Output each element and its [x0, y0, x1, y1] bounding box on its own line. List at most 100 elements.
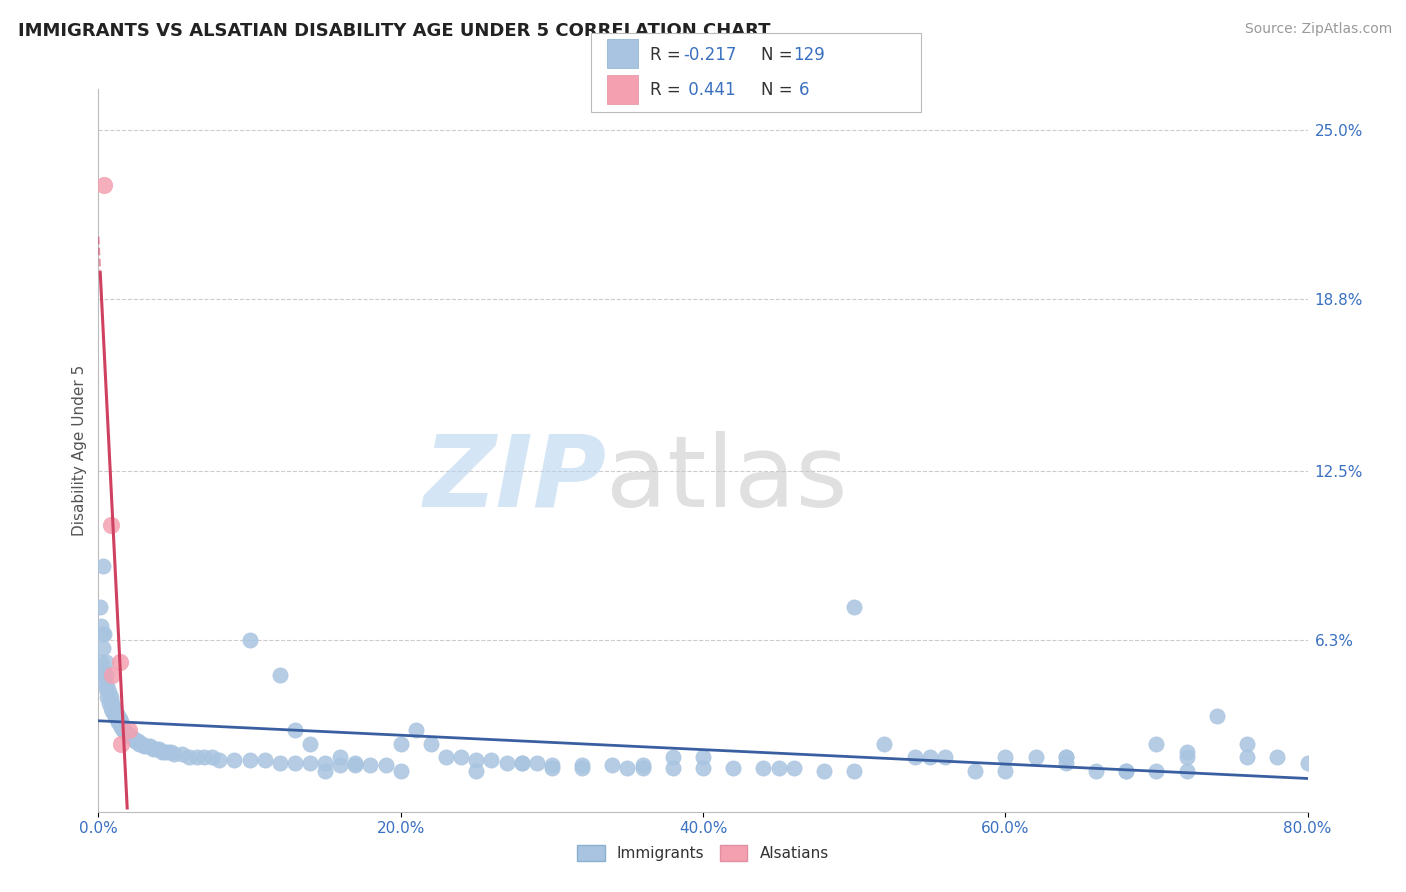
Point — [813, 764, 835, 778]
Point — [1085, 764, 1108, 778]
Point — [105, 712, 128, 726]
Point — [631, 761, 654, 775]
Point — [420, 737, 443, 751]
Point — [107, 714, 129, 729]
Point — [1175, 745, 1198, 759]
Point — [299, 756, 322, 770]
Point — [93, 178, 115, 192]
Point — [170, 747, 193, 762]
Y-axis label: Disability Age Under 5: Disability Age Under 5 — [72, 365, 87, 536]
Point — [994, 750, 1017, 764]
Point — [1175, 764, 1198, 778]
Point — [201, 750, 224, 764]
Point — [100, 690, 122, 705]
Point — [118, 728, 141, 742]
Point — [329, 750, 352, 764]
Point — [616, 761, 638, 775]
Point — [128, 737, 150, 751]
Point — [239, 632, 262, 647]
Point — [224, 753, 246, 767]
Point — [844, 764, 866, 778]
Point — [1054, 756, 1077, 770]
Point — [150, 745, 173, 759]
Point — [103, 706, 125, 721]
Point — [156, 745, 179, 759]
Point — [934, 750, 956, 764]
Point — [115, 725, 138, 739]
Point — [631, 758, 654, 772]
Point — [450, 750, 472, 764]
Text: -0.217: -0.217 — [683, 46, 737, 64]
Point — [360, 758, 382, 772]
Point — [142, 742, 165, 756]
Point — [112, 723, 135, 737]
Point — [269, 756, 291, 770]
Point — [1115, 764, 1137, 778]
Point — [122, 731, 145, 745]
Point — [329, 758, 352, 772]
Point — [374, 758, 396, 772]
Point — [93, 673, 115, 688]
Point — [179, 750, 201, 764]
Point — [107, 709, 129, 723]
Text: 6: 6 — [799, 81, 808, 99]
Point — [193, 750, 215, 764]
Point — [101, 696, 124, 710]
Point — [602, 758, 624, 772]
Point — [540, 761, 562, 775]
Point — [104, 709, 127, 723]
Point — [284, 723, 307, 737]
Point — [1054, 750, 1077, 764]
Point — [94, 668, 117, 682]
Point — [100, 518, 122, 533]
Point — [314, 764, 336, 778]
Point — [93, 663, 115, 677]
Point — [465, 764, 488, 778]
Point — [389, 737, 412, 751]
Point — [132, 739, 155, 754]
Point — [90, 619, 112, 633]
Point — [661, 761, 683, 775]
Point — [98, 696, 121, 710]
Point — [1236, 750, 1258, 764]
Point — [108, 717, 131, 731]
Point — [284, 756, 307, 770]
Point — [1175, 750, 1198, 764]
Point — [153, 745, 176, 759]
Point — [135, 739, 157, 754]
Point — [160, 745, 183, 759]
Text: 0.441: 0.441 — [683, 81, 735, 99]
Point — [465, 753, 488, 767]
Point — [481, 753, 503, 767]
Point — [344, 758, 367, 772]
Point — [98, 685, 121, 699]
Text: atlas: atlas — [606, 431, 848, 528]
Point — [904, 750, 927, 764]
Legend: Immigrants, Alsatians: Immigrants, Alsatians — [569, 838, 837, 869]
Point — [1054, 750, 1077, 764]
Point — [540, 758, 562, 772]
Text: R =: R = — [650, 81, 686, 99]
Point — [110, 720, 132, 734]
Point — [299, 737, 322, 751]
Point — [89, 600, 111, 615]
Text: IMMIGRANTS VS ALSATIAN DISABILITY AGE UNDER 5 CORRELATION CHART: IMMIGRANTS VS ALSATIAN DISABILITY AGE UN… — [18, 22, 770, 40]
Point — [148, 742, 170, 756]
Point — [93, 627, 115, 641]
Point — [571, 761, 593, 775]
Point — [120, 728, 142, 742]
Point — [783, 761, 806, 775]
Point — [96, 690, 118, 705]
Point — [105, 706, 128, 721]
Point — [918, 750, 941, 764]
Text: ZIP: ZIP — [423, 431, 606, 528]
Point — [90, 655, 112, 669]
Point — [100, 701, 122, 715]
Point — [1115, 764, 1137, 778]
Point — [131, 737, 153, 751]
Point — [127, 734, 149, 748]
Point — [124, 734, 146, 748]
Point — [239, 753, 262, 767]
Point — [94, 655, 117, 669]
Point — [314, 756, 336, 770]
